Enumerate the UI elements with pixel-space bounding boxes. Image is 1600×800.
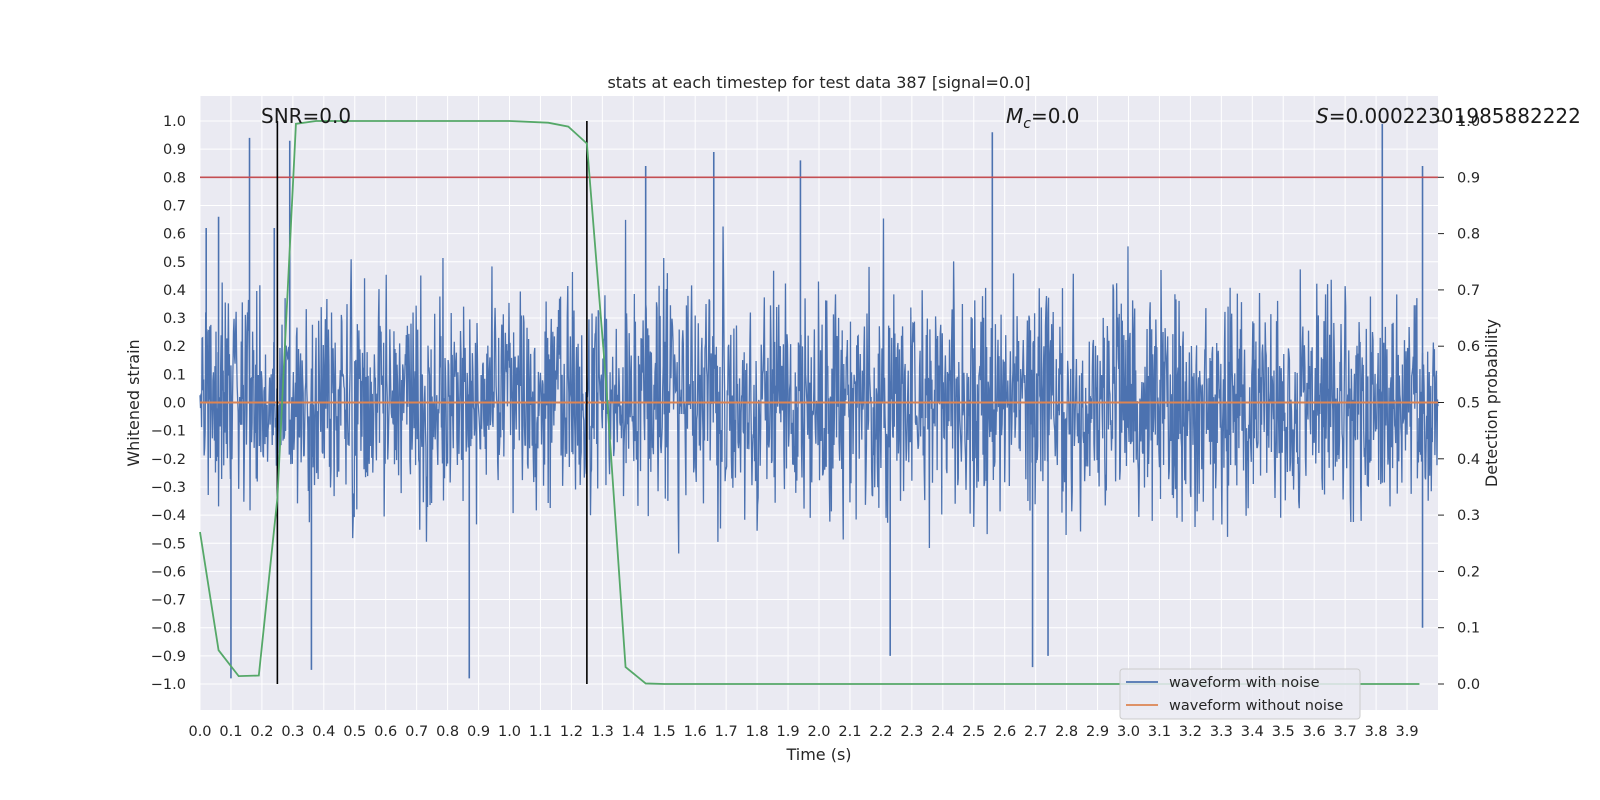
y2-tick-label-0: 1.0 [1457, 114, 1480, 130]
overlay-series [199, 120, 1438, 685]
x-tick-label-11: 1.1 [529, 724, 552, 740]
y-tick-label-1: 0.9 [163, 142, 186, 158]
x-tick-label-0: 0.0 [188, 724, 211, 740]
x-tick-label-2: 0.2 [250, 724, 273, 740]
y-tick-label-6: 0.4 [163, 283, 186, 299]
legend-clean-label: waveform without noise [1169, 698, 1343, 714]
chirp-mass-value: =0.0 [1031, 104, 1080, 128]
x-tick-label-16: 1.6 [684, 724, 707, 740]
y-tick-label-20: −1.0 [151, 677, 186, 693]
detection-probability-line [199, 120, 1420, 685]
x-tick-label-7: 0.7 [405, 724, 428, 740]
x-tick-label-32: 3.2 [1179, 724, 1202, 740]
y-axis-label: Whitened strain [124, 339, 143, 466]
x-tick-label-37: 3.7 [1334, 724, 1357, 740]
snr-stat-annotation: S=0.00022301985882222 [1316, 104, 1581, 128]
x-tick-label-14: 1.4 [622, 724, 645, 740]
y-tick-label-3: 0.7 [163, 198, 186, 214]
x-tick-label-34: 3.4 [1241, 724, 1264, 740]
x-tick-label-19: 1.9 [777, 724, 800, 740]
x-tick-label-3: 0.3 [281, 724, 304, 740]
x-tick-label-33: 3.3 [1210, 724, 1233, 740]
chirp-mass-annotation: Mc=0.0 [1006, 104, 1080, 132]
x-tick-label-39: 3.9 [1396, 724, 1419, 740]
y2-tick-label-2: 0.8 [1457, 227, 1480, 243]
y-tick-label-17: −0.7 [151, 593, 186, 609]
y-tick-label-2: 0.8 [163, 170, 186, 186]
y2-tick-label-5: 0.5 [1457, 396, 1480, 412]
x-tick-label-6: 0.6 [374, 724, 397, 740]
y-tick-label-16: −0.6 [151, 564, 186, 580]
y-tick-label-4: 0.6 [163, 227, 186, 243]
x-tick-label-20: 2.0 [807, 724, 830, 740]
x-tick-label-29: 2.9 [1086, 724, 1109, 740]
y-tick-label-5: 0.5 [163, 255, 186, 271]
y2-tick-label-8: 0.2 [1457, 564, 1480, 580]
legend-noise-label: waveform with noise [1169, 675, 1320, 691]
y2-tick-label-6: 0.4 [1457, 452, 1480, 468]
y2-tick-label-4: 0.6 [1457, 339, 1480, 355]
x-tick-label-18: 1.8 [746, 724, 769, 740]
y-tick-label-12: −0.2 [151, 452, 186, 468]
tick-labels: 0.0 0.1 0.2 0.3 0.4 0.5 0.6 0.7 0.8 0.9 1.0 1.1 1.2 1… [151, 114, 1480, 740]
y2-tick-label-10: 0.0 [1457, 677, 1480, 693]
y2-tick-label-1: 0.9 [1457, 170, 1480, 186]
x-tick-label-17: 1.7 [715, 724, 738, 740]
x-tick-label-1: 0.1 [219, 724, 242, 740]
x-tick-label-31: 3.1 [1148, 724, 1171, 740]
legend-box [1119, 668, 1361, 720]
chirp-mass-symbol: M [1006, 104, 1023, 128]
y-tick-label-11: −0.1 [151, 424, 186, 440]
y2-axis-label: Detection probability [1482, 319, 1501, 487]
x-tick-label-23: 2.3 [900, 724, 923, 740]
x-axis-label: Time (s) [785, 745, 851, 764]
chirp-mass-subscript: c [1023, 116, 1031, 132]
y-tick-label-8: 0.2 [163, 339, 186, 355]
y-tick-label-10: 0.0 [163, 396, 186, 412]
x-tick-label-12: 1.2 [560, 724, 583, 740]
y-tick-label-13: −0.3 [151, 480, 186, 496]
y2-tick-label-7: 0.3 [1457, 508, 1480, 524]
y-tick-label-0: 1.0 [163, 114, 186, 130]
noise-waveform-line [199, 218, 1439, 554]
x-tick-label-24: 2.4 [931, 724, 954, 740]
noise-waveform-series [199, 123, 1439, 679]
y-tick-label-18: −0.8 [151, 621, 186, 637]
x-tick-label-9: 0.9 [467, 724, 490, 740]
y2-tick-label-3: 0.7 [1457, 283, 1480, 299]
x-tick-label-36: 3.6 [1303, 724, 1326, 740]
x-tick-label-22: 2.2 [869, 724, 892, 740]
y-tick-label-19: −0.9 [151, 649, 186, 665]
x-tick-label-5: 0.5 [343, 724, 366, 740]
legend: waveform with noise waveform without noi… [1119, 668, 1361, 720]
x-tick-label-8: 0.8 [436, 724, 459, 740]
snr-stat-symbol: S [1316, 104, 1329, 128]
x-tick-label-13: 1.3 [591, 724, 614, 740]
x-tick-label-10: 1.0 [498, 724, 521, 740]
x-tick-label-26: 2.6 [993, 724, 1016, 740]
x-tick-label-38: 3.8 [1365, 724, 1388, 740]
x-tick-label-27: 2.7 [1024, 724, 1047, 740]
x-tick-label-35: 3.5 [1272, 724, 1295, 740]
x-tick-label-28: 2.8 [1055, 724, 1078, 740]
chart-title: stats at each timestep for test data 387… [607, 73, 1030, 92]
x-tick-label-30: 3.0 [1117, 724, 1140, 740]
y2-tick-label-9: 0.1 [1457, 621, 1480, 637]
snr-stat-value: =0.00022301985882222 [1329, 104, 1581, 128]
y-tick-label-14: −0.4 [151, 508, 186, 524]
snr-annotation: SNR=0.0 [261, 104, 351, 128]
y-tick-label-9: 0.1 [163, 367, 186, 383]
y-tick-label-15: −0.5 [151, 536, 186, 552]
x-tick-label-25: 2.5 [962, 724, 985, 740]
x-tick-label-4: 0.4 [312, 724, 335, 740]
y-tick-label-7: 0.3 [163, 311, 186, 327]
x-tick-label-21: 2.1 [838, 724, 861, 740]
x-tick-label-15: 1.5 [653, 724, 676, 740]
